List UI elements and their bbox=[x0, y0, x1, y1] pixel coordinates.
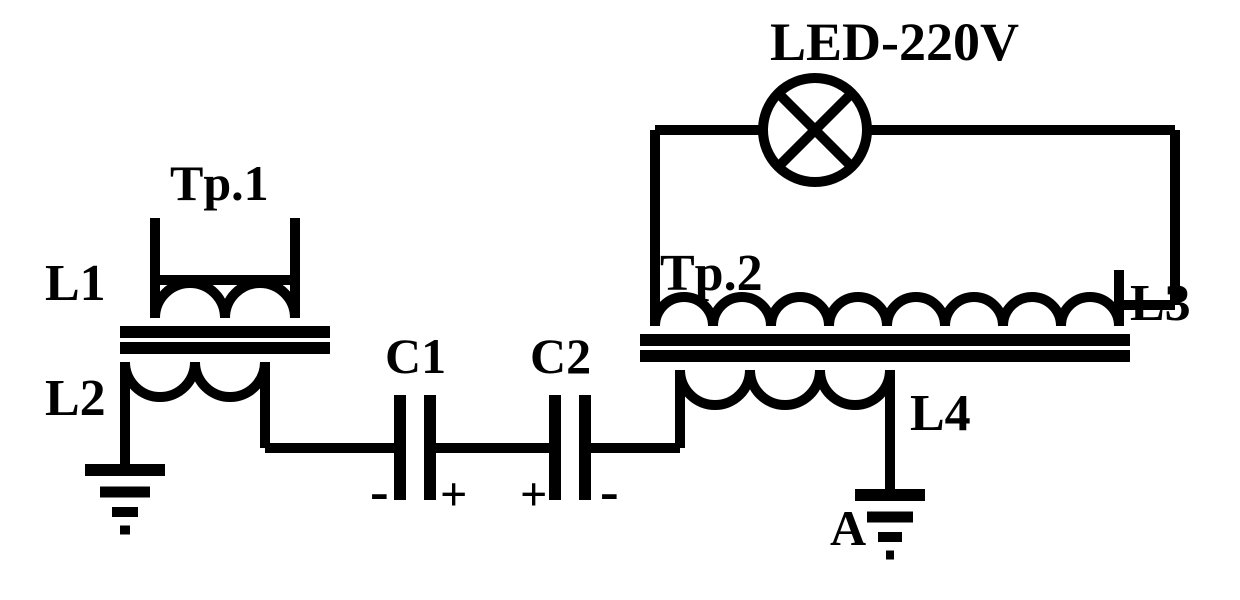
label-l4: L4 bbox=[910, 385, 971, 442]
l2-coil bbox=[125, 362, 195, 397]
c2-plus: + bbox=[520, 468, 547, 521]
c1-minus: - bbox=[370, 461, 389, 523]
label-tp1: Tp.1 bbox=[170, 155, 269, 211]
label-led: LED-220V bbox=[770, 12, 1019, 72]
tp1-top-bracket bbox=[155, 218, 295, 280]
l2-coil bbox=[195, 362, 265, 397]
l4-coil bbox=[680, 370, 890, 460]
c1-plus: + bbox=[440, 468, 467, 521]
label-l3: L3 bbox=[1130, 275, 1191, 332]
l1-coil bbox=[155, 283, 225, 318]
label-l2: L2 bbox=[45, 370, 106, 427]
circuit-schematic: LED-220V Tp.1 Tp.2 L1 L2 L3 L4 C1 C2 A -… bbox=[0, 0, 1240, 600]
l1-coil bbox=[225, 283, 295, 318]
ground-left bbox=[85, 440, 165, 530]
label-c1: C1 bbox=[385, 328, 446, 384]
label-a: A bbox=[830, 500, 866, 556]
label-tp2: Tp.2 bbox=[660, 245, 763, 302]
label-l1: L1 bbox=[45, 255, 106, 312]
c2-minus: - bbox=[600, 461, 619, 523]
label-c2: C2 bbox=[530, 328, 591, 384]
lamp-led bbox=[763, 78, 867, 182]
